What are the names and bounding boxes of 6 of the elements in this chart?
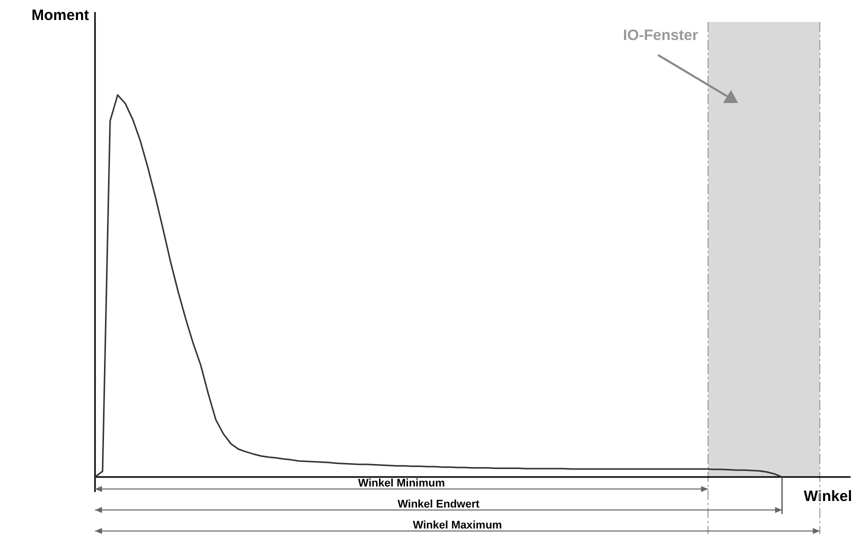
x-axis-title: Winkel (804, 488, 852, 505)
text: Winkel Endwert (398, 498, 480, 510)
text: IO-Fenster (623, 27, 698, 44)
y-axis-title: Moment (32, 7, 89, 24)
text: Winkel Maximum (412, 520, 502, 532)
text: Winkel Minimum (358, 478, 446, 490)
